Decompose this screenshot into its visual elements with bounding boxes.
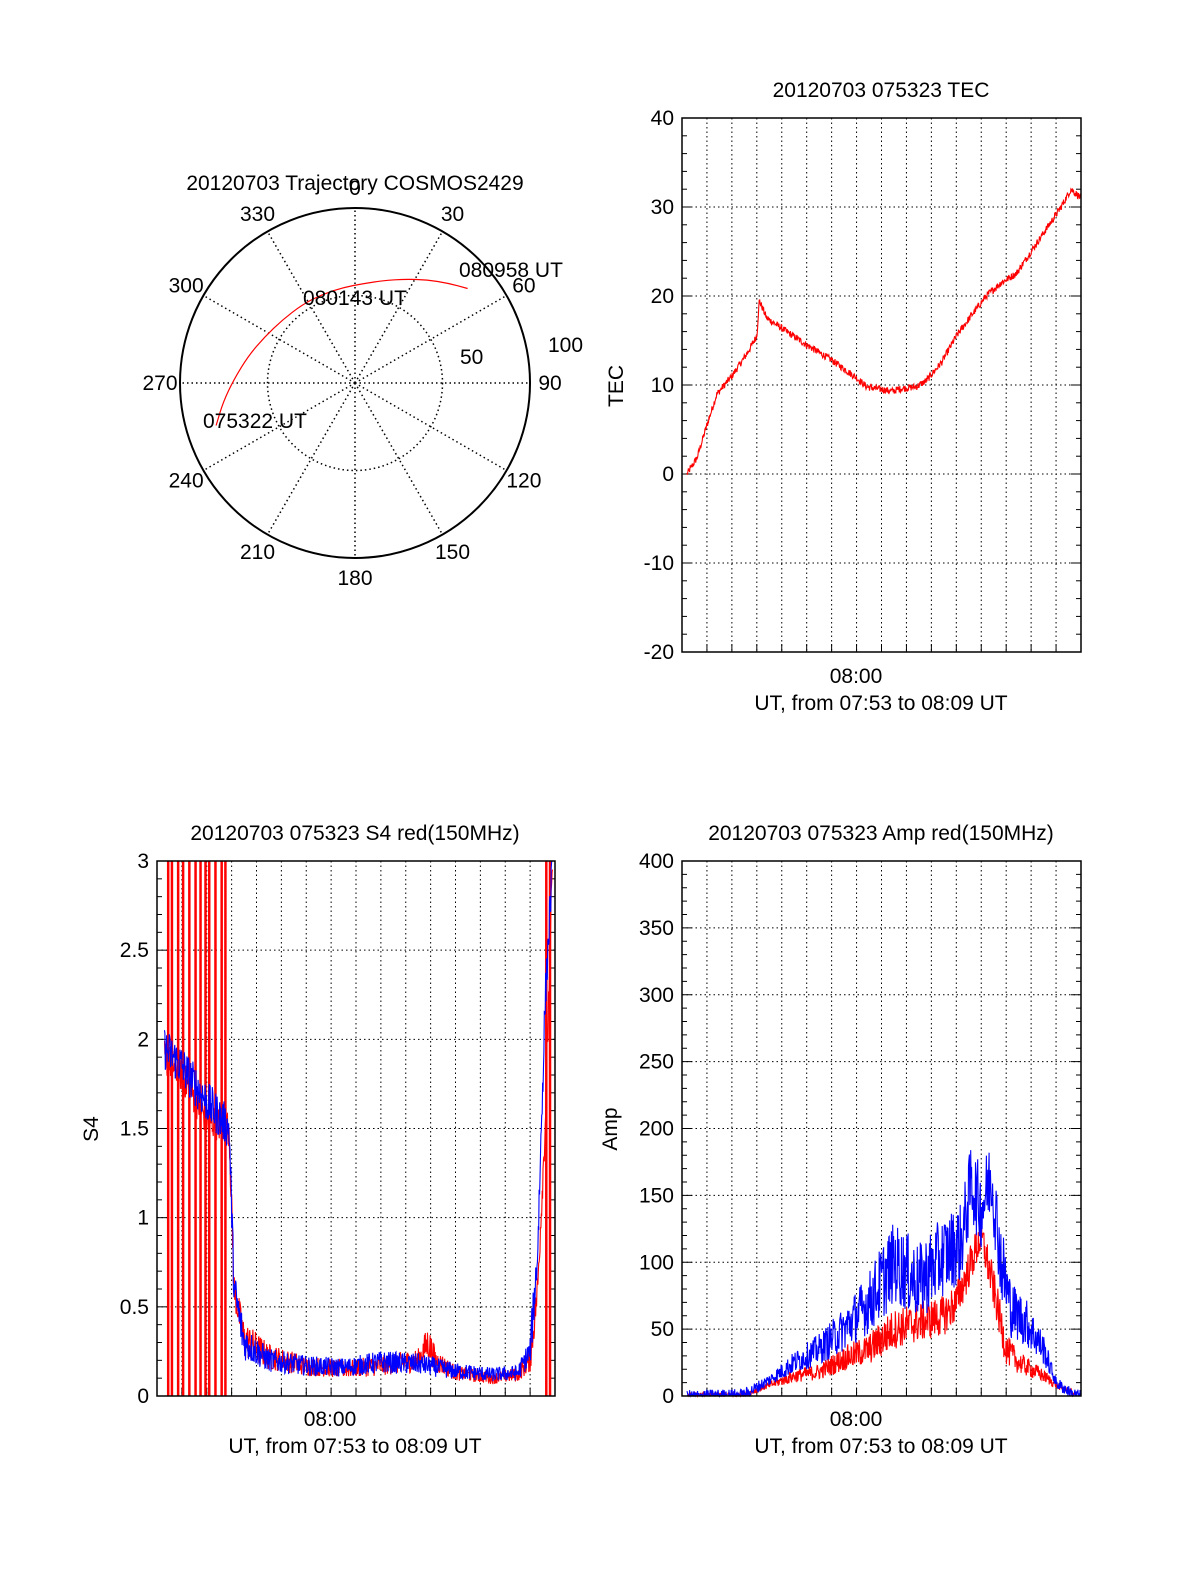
amp-ytick-label-0: 0 bbox=[662, 1385, 674, 1408]
tec-ytick-label-1: -10 bbox=[644, 552, 674, 575]
polar-angle-label-330: 330 bbox=[240, 203, 275, 226]
amp-ytick-label-6: 300 bbox=[639, 984, 674, 1007]
s4-series-blue bbox=[163, 860, 553, 1382]
amp-plot-frame bbox=[681, 860, 1082, 1397]
tec-ytick-label-3: 10 bbox=[651, 374, 674, 397]
polar-radial-label-50: 50 bbox=[460, 346, 483, 369]
tec-title: 20120703 075323 TEC bbox=[773, 79, 990, 102]
polar-angle-label-240: 240 bbox=[169, 470, 204, 493]
polar-trajectory-panel: 20120703 Trajectory COSMOS2429 0 30 60 90 12… bbox=[142, 172, 583, 590]
polar-start-time-label: 075322 UT bbox=[203, 410, 307, 433]
amp-ytick-label-7: 350 bbox=[639, 917, 674, 940]
tec-x-tick-label: 08:00 bbox=[830, 665, 883, 688]
tec-panel: 20120703 075323 TEC -20 -10 0 10 20 30 40 08:0… bbox=[605, 79, 1082, 715]
s4-ytick-label-2: 1 bbox=[137, 1207, 149, 1230]
polar-grid bbox=[180, 208, 530, 558]
s4-series-group bbox=[163, 860, 554, 1385]
tec-series-group bbox=[686, 187, 1082, 475]
tec-series-red bbox=[686, 187, 1082, 475]
s4-y-axis-label: S4 bbox=[80, 1116, 103, 1142]
s4-x-axis-label: UT, from 07:53 to 08:09 UT bbox=[228, 1435, 481, 1458]
amp-x-tick-label: 08:00 bbox=[830, 1408, 883, 1431]
polar-angle-label-90: 90 bbox=[538, 372, 561, 395]
tec-grid bbox=[682, 118, 1081, 652]
tec-ticks bbox=[682, 117, 1081, 653]
polar-angle-labels: 0 30 60 90 120 150 180 210 240 270 300 330 bbox=[142, 177, 561, 590]
amp-ytick-label-1: 50 bbox=[651, 1318, 674, 1341]
s4-y-tick-labels: 0 0.5 1 1.5 2 2.5 3 bbox=[120, 850, 149, 1408]
s4-panel: 20120703 075323 S4 red(150MHz) 0 0.5 1 1.5 2… bbox=[80, 822, 556, 1458]
polar-title: 20120703 Trajectory COSMOS2429 bbox=[186, 172, 523, 195]
tec-y-axis-label: TEC bbox=[605, 365, 628, 407]
s4-ytick-label-3: 1.5 bbox=[120, 1118, 149, 1141]
s4-ytick-label-0: 0 bbox=[137, 1385, 149, 1408]
s4-title: 20120703 075323 S4 red(150MHz) bbox=[190, 822, 519, 845]
amp-ytick-label-4: 200 bbox=[639, 1118, 674, 1141]
polar-angle-label-300: 300 bbox=[169, 275, 204, 298]
s4-ytick-label-1: 0.5 bbox=[120, 1296, 149, 1319]
tec-plot-frame bbox=[681, 117, 1082, 653]
amp-ytick-label-2: 100 bbox=[639, 1251, 674, 1274]
s4-ytick-label-5: 2.5 bbox=[120, 939, 149, 962]
polar-angle-label-0: 0 bbox=[349, 177, 361, 200]
tec-ytick-label-4: 20 bbox=[651, 285, 674, 308]
tec-y-tick-labels: -20 -10 0 10 20 30 40 bbox=[644, 107, 674, 664]
tec-ytick-label-2: 0 bbox=[662, 463, 674, 486]
tec-ytick-label-0: -20 bbox=[644, 641, 674, 664]
polar-radial-label-100: 100 bbox=[548, 334, 583, 357]
amp-ytick-label-5: 250 bbox=[639, 1051, 674, 1074]
tec-x-axis-label: UT, from 07:53 to 08:09 UT bbox=[754, 692, 1007, 715]
amp-y-axis-label: Amp bbox=[599, 1107, 622, 1150]
amp-series-blue bbox=[686, 1150, 1082, 1399]
amp-x-axis-label: UT, from 07:53 to 08:09 UT bbox=[754, 1435, 1007, 1458]
polar-angle-label-120: 120 bbox=[506, 470, 541, 493]
s4-grid bbox=[157, 861, 555, 1396]
s4-plot-frame bbox=[156, 860, 556, 1397]
polar-angle-label-270: 270 bbox=[142, 372, 177, 395]
tec-ytick-label-6: 40 bbox=[651, 107, 674, 130]
amp-ytick-label-8: 400 bbox=[639, 850, 674, 873]
amp-ytick-label-3: 150 bbox=[639, 1184, 674, 1207]
polar-angle-label-60: 60 bbox=[512, 275, 535, 298]
amp-series-group bbox=[686, 1150, 1082, 1399]
polar-angle-label-180: 180 bbox=[337, 567, 372, 590]
s4-ytick-label-4: 2 bbox=[137, 1028, 149, 1051]
polar-angle-label-150: 150 bbox=[435, 541, 470, 564]
polar-trajectory-series bbox=[215, 278, 468, 426]
tec-ytick-label-5: 30 bbox=[651, 196, 674, 219]
polar-angle-label-30: 30 bbox=[441, 203, 464, 226]
amp-title: 20120703 075323 Amp red(150MHz) bbox=[708, 822, 1054, 845]
s4-x-tick-label: 08:00 bbox=[304, 1408, 357, 1431]
amp-y-tick-labels: 0 50 100 150 200 250 300 350 400 bbox=[639, 850, 674, 1408]
polar-ring-50 bbox=[266, 294, 444, 472]
polar-mid-time-label: 080143 UT bbox=[303, 287, 407, 310]
polar-outer-circle bbox=[179, 207, 531, 559]
polar-angle-label-210: 210 bbox=[240, 541, 275, 564]
s4-ytick-label-6: 3 bbox=[137, 850, 149, 873]
polar-end-time-label: 080958 UT bbox=[459, 259, 563, 282]
amp-panel: 20120703 075323 Amp red(150MHz) 0 50 100 15… bbox=[599, 822, 1082, 1458]
